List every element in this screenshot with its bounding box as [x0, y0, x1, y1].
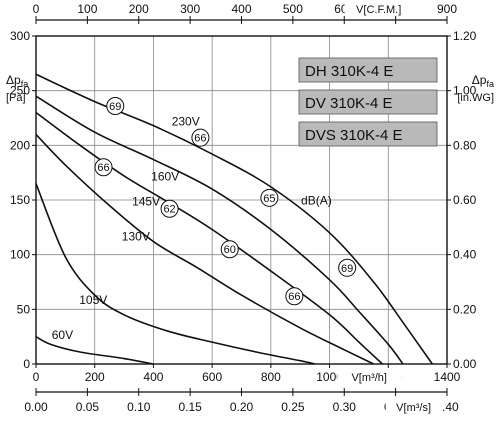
tick-label-right: 0.60 — [453, 193, 477, 207]
tick-label-right: 0.00 — [453, 357, 477, 371]
noise-mark-value: 60 — [224, 244, 236, 256]
curve-230V — [35, 73, 433, 365]
tick-label-cfm: 900 — [437, 2, 457, 16]
noise-mark-value: 66 — [288, 291, 300, 303]
model-badge — [298, 121, 438, 147]
axis-label-right: Δpfa — [472, 73, 494, 89]
tick-label-cfm: 400 — [231, 2, 251, 16]
curve-label-105V: 105V — [79, 293, 107, 307]
tick-label-m3s: 0.30 — [333, 400, 357, 414]
tick-label-m3h: 0 — [33, 370, 40, 384]
tick-label-left: 150 — [10, 193, 30, 207]
tick-label-m3s: 0.10 — [127, 400, 151, 414]
noise-marks: 69 66 66 62 60 65 66 69 — [94, 96, 357, 306]
curve-60V — [35, 335, 154, 365]
noise-mark-circle — [220, 240, 239, 259]
cfm-label-bg — [344, 1, 413, 16]
tick-label-left: 200 — [10, 138, 30, 152]
axis-label-cfm: V[C.F.M.] — [356, 4, 401, 16]
model-badges: DH 310K-4 E DV 310K-4 E DVS 310K-4 E — [298, 57, 438, 147]
tick-label-left: 300 — [10, 29, 30, 43]
axis-label-m3h: V[m³/h] — [351, 372, 386, 384]
m3h-label-bg — [337, 369, 402, 383]
axis-label-m3s: V[m³/s] — [396, 402, 431, 414]
plot-frame — [35, 35, 448, 365]
model-badge-text: DVS 310K-4 E — [305, 127, 403, 144]
noise-mark-circle — [191, 128, 210, 147]
noise-mark-value: 62 — [163, 204, 175, 216]
noise-mark-value: 66 — [194, 133, 206, 145]
tick-label-left: 0 — [23, 357, 30, 371]
curve-160V — [35, 95, 404, 365]
noise-mark-value: 69 — [341, 263, 353, 275]
tick-labels: 0 50 100 150 200 250 300 0.00 0.20 0.40 0.60 0.80 1.… — [6, 1, 494, 414]
noise-mark-circle — [160, 199, 179, 218]
tick-label-m3h: 1000 — [316, 370, 343, 384]
tick-label-cfm: 500 — [283, 2, 303, 16]
tick-label-right: 0.40 — [453, 248, 477, 262]
axis-unit-left: [Pa] — [6, 92, 26, 104]
curve-label-145V: 145V — [132, 194, 160, 208]
noise-mark-value: 65 — [263, 193, 275, 205]
tick-label-m3s: 0.05 — [76, 400, 100, 414]
tick-label-left: 250 — [10, 84, 30, 98]
tick-label-m3s: 0.15 — [178, 400, 202, 414]
tick-label-m3h: 800 — [261, 370, 281, 384]
tick-label-m3h: 600 — [202, 370, 222, 384]
tick-label-cfm: 200 — [129, 2, 149, 16]
noise-mark-circle — [285, 287, 304, 306]
tick-label-cfm: 300 — [180, 2, 200, 16]
model-badge — [298, 89, 438, 115]
model-badge-text: DH 310K-4 E — [305, 63, 393, 80]
curve-130V — [35, 133, 374, 365]
tick-label-m3h: 200 — [85, 370, 105, 384]
curve-145V — [35, 111, 383, 365]
noise-mark-circle — [106, 96, 125, 115]
tick-label-left: 100 — [10, 248, 30, 262]
curve-label-230V: 230V — [172, 115, 200, 129]
tick-label-cfm: 100 — [77, 2, 97, 16]
annotation-dba: dB(A) — [301, 193, 332, 207]
tick-label-right: 1.00 — [453, 84, 477, 98]
curve-105V — [35, 183, 316, 365]
curve-label-130V: 130V — [122, 229, 150, 243]
model-badge-text: DV 310K-4 E — [305, 95, 393, 112]
model-badge — [298, 57, 438, 83]
curves — [35, 73, 433, 365]
curve-label-60V: 60V — [52, 328, 73, 342]
noise-mark-circle — [338, 258, 357, 277]
tick-label-left: 50 — [17, 302, 31, 316]
curve-labels: 230V 160V 145V 130V 105V 60V dB(A) — [52, 115, 332, 342]
tick-label-m3h: 400 — [143, 370, 163, 384]
noise-mark-value: 66 — [97, 162, 109, 174]
tick-label-m3h: 1400 — [434, 370, 461, 384]
tick-label-cfm: 0 — [33, 2, 40, 16]
curve-label-160V: 160V — [151, 169, 179, 183]
tick-label-right: 1.20 — [453, 29, 477, 43]
tick-label-right: 0.80 — [453, 138, 477, 152]
noise-mark-circle — [94, 158, 113, 177]
noise-mark-value: 69 — [109, 101, 121, 113]
axis-unit-right: [in.WG] — [457, 92, 494, 104]
tick-label-right: 0.20 — [453, 302, 477, 316]
tick-label-m3s: 0.25 — [281, 400, 305, 414]
tick-label-m3s: 0.00 — [24, 400, 48, 414]
tick-label-m3s: 0.20 — [230, 400, 254, 414]
axis-label-left: Δpfa — [6, 73, 28, 89]
m3s-label-bg — [385, 399, 442, 413]
noise-mark-circle — [260, 188, 279, 207]
